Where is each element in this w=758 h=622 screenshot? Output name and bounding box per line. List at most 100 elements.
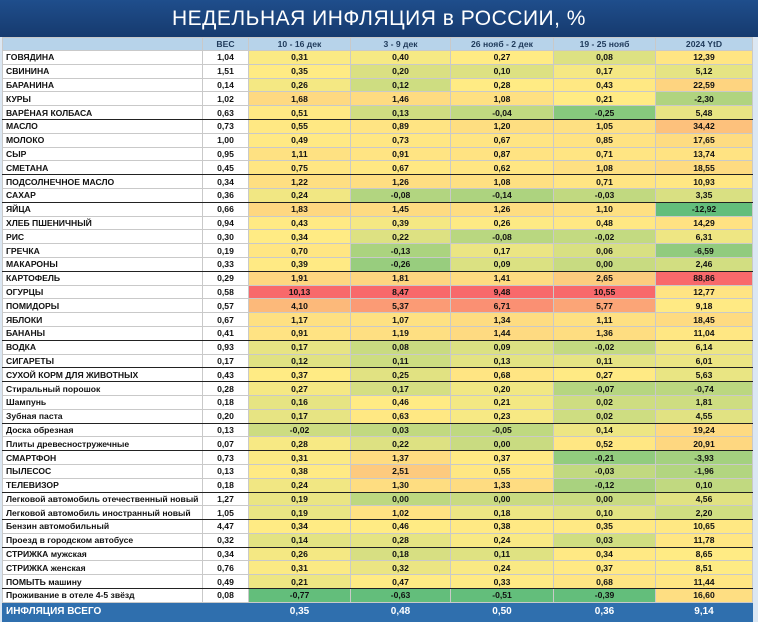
weight-cell: 1,27 — [202, 491, 249, 507]
weight-cell: 1,00 — [202, 132, 249, 148]
weight-cell: 0,94 — [202, 215, 249, 231]
weight-cell: 0,76 — [202, 560, 249, 576]
total-value: 9,14 — [655, 601, 753, 622]
item-name: МОЛОКО — [2, 132, 203, 148]
data-row: Легковой автомобиль отечественный новый 1… — [2, 491, 753, 507]
value-cell: 0,27 — [553, 367, 656, 383]
value-cell: 0,52 — [553, 436, 656, 452]
value-cell: 0,17 — [350, 381, 451, 396]
value-cell: 0,39 — [350, 215, 451, 231]
value-cell: 0,18 — [350, 546, 451, 562]
value-cell: 6,14 — [655, 339, 753, 355]
data-row: КАРТОФЕЛЬ 0,29 1,91 1,81 1,41 2,65 88,86 — [2, 270, 753, 286]
weight-cell: 1,05 — [202, 505, 249, 521]
value-cell: 34,42 — [655, 118, 753, 134]
value-cell: 0,00 — [450, 436, 554, 452]
header-row: ВЕС 10 - 16 дек 3 - 9 дек 26 нояб - 2 дек 19… — [2, 37, 753, 51]
value-cell: 11,44 — [655, 574, 753, 590]
item-name: Легковой автомобиль иностранный новый — [2, 505, 203, 521]
value-cell: 0,37 — [553, 560, 656, 576]
value-cell: 0,27 — [450, 50, 554, 65]
value-cell: 0,37 — [450, 450, 554, 465]
value-cell: 1,05 — [553, 118, 656, 134]
data-row: ГОВЯДИНА 1,04 0,31 0,40 0,27 0,08 12,39 — [2, 50, 753, 65]
value-cell: 0,21 — [553, 91, 656, 107]
value-cell: 1,46 — [350, 91, 451, 107]
item-name: СУХОЙ КОРМ ДЛЯ ЖИВОТНЫХ — [2, 367, 203, 383]
value-cell: -0,04 — [450, 105, 554, 120]
data-row: СВИНИНА 1,51 0,35 0,20 0,10 0,17 5,12 — [2, 63, 753, 79]
value-cell: 0,09 — [450, 339, 554, 355]
data-row: МАКАРОНЫ 0,33 0,39 -0,26 0,09 0,00 2,46 — [2, 256, 753, 272]
value-cell: 0,00 — [553, 491, 656, 507]
value-cell: 0,26 — [248, 546, 351, 562]
weight-cell: 0,33 — [202, 256, 249, 272]
weight-cell: 0,95 — [202, 146, 249, 162]
value-cell: 1,26 — [450, 201, 554, 217]
value-cell: 1,08 — [553, 160, 656, 176]
inflation-table: ВЕС 10 - 16 дек 3 - 9 дек 26 нояб - 2 дек 19… — [2, 37, 753, 622]
value-cell: 0,12 — [248, 353, 351, 369]
value-cell: 0,67 — [350, 160, 451, 176]
value-cell: 0,26 — [450, 215, 554, 231]
item-name: КАРТОФЕЛЬ — [2, 270, 203, 286]
value-cell: -0,03 — [553, 463, 656, 479]
value-cell: 1,22 — [248, 174, 351, 189]
value-cell: -12,92 — [655, 201, 753, 217]
item-name: СМЕТАНА — [2, 160, 203, 176]
data-row: ПОДСОЛНЕЧНОЕ МАСЛО 0,34 1,22 1,26 1,08 0,71 10… — [2, 174, 753, 189]
value-cell: 0,75 — [248, 160, 351, 176]
value-cell: 6,01 — [655, 353, 753, 369]
weight-cell: 0,73 — [202, 118, 249, 134]
value-cell: 0,34 — [248, 519, 351, 534]
weight-cell: 0,45 — [202, 160, 249, 176]
value-cell: 0,31 — [248, 450, 351, 465]
value-cell: 1,45 — [350, 201, 451, 217]
value-cell: 0,06 — [553, 243, 656, 258]
value-cell: 0,55 — [450, 463, 554, 479]
data-row: Легковой автомобиль иностранный новый 1,0… — [2, 505, 753, 521]
value-cell: 0,55 — [248, 118, 351, 134]
value-cell: -0,08 — [350, 187, 451, 203]
value-cell: 1,33 — [450, 477, 554, 493]
value-cell: -6,59 — [655, 243, 753, 258]
data-row: ГРЕЧКА 0,19 0,70 -0,13 0,17 0,06 -6,59 — [2, 243, 753, 258]
weight-cell: 0,57 — [202, 298, 249, 314]
value-cell: 1,81 — [655, 394, 753, 410]
weight-cell: 1,51 — [202, 63, 249, 79]
value-cell: 6,31 — [655, 229, 753, 245]
value-cell: 1,11 — [553, 312, 656, 327]
value-cell: 0,24 — [450, 560, 554, 576]
column-header: 19 - 25 нояб — [553, 37, 656, 51]
value-cell: 0,68 — [553, 574, 656, 590]
value-cell: -0,14 — [450, 187, 554, 203]
item-name: САХАР — [2, 187, 203, 203]
weight-cell: 0,07 — [202, 436, 249, 452]
value-cell: 0,03 — [350, 422, 451, 438]
item-name: РИС — [2, 229, 203, 245]
value-cell: 1,44 — [450, 325, 554, 341]
value-cell: 1,20 — [450, 118, 554, 134]
data-row: Бензин автомобильный 4,47 0,34 0,46 0,38 0,35… — [2, 519, 753, 534]
value-cell: 8,47 — [350, 284, 451, 300]
data-row: РИС 0,30 0,34 0,22 -0,08 -0,02 6,31 — [2, 229, 753, 245]
weight-cell: 0,43 — [202, 367, 249, 383]
weight-cell: 0,18 — [202, 477, 249, 493]
value-cell: 1,08 — [450, 91, 554, 107]
weight-cell: 0,58 — [202, 284, 249, 300]
item-name: ОГУРЦЫ — [2, 284, 203, 300]
item-name: СТРИЖКА мужская — [2, 546, 203, 562]
value-cell: 0,39 — [248, 256, 351, 272]
value-cell: 0,35 — [553, 519, 656, 534]
data-row: Шампунь 0,18 0,16 0,46 0,21 0,02 1,81 — [2, 394, 753, 410]
data-row: ЯЙЦА 0,66 1,83 1,45 1,26 1,10 -12,92 — [2, 201, 753, 217]
data-row: САХАР 0,36 0,24 -0,08 -0,14 -0,03 3,35 — [2, 187, 753, 203]
item-name: Плиты древесностружечные — [2, 436, 203, 452]
data-row: СТРИЖКА мужская 0,34 0,26 0,18 0,11 0,34 8,65 — [2, 546, 753, 562]
item-name: Легковой автомобиль отечественный новый — [2, 491, 203, 507]
value-cell: 8,51 — [655, 560, 753, 576]
value-cell: -0,03 — [553, 187, 656, 203]
value-cell: 0,91 — [350, 146, 451, 162]
value-cell: -0,25 — [553, 105, 656, 120]
